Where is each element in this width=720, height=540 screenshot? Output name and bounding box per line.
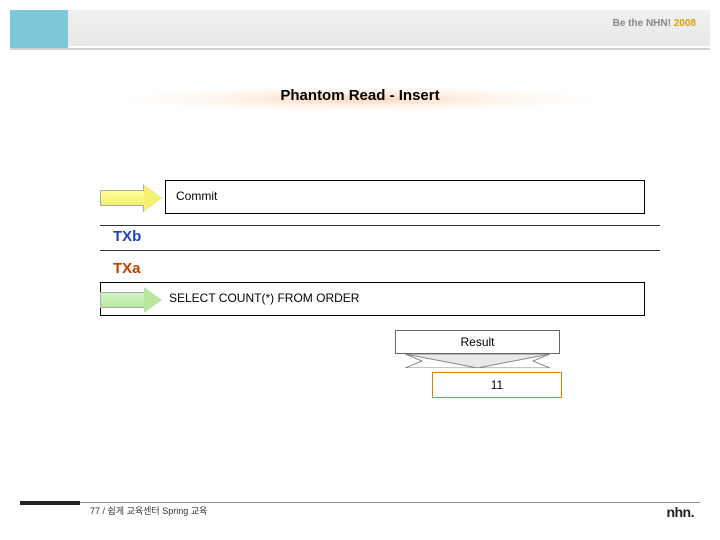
commit-label: Commit bbox=[176, 189, 217, 203]
result-label: Result bbox=[460, 335, 494, 349]
header-accent-block bbox=[10, 10, 68, 48]
tagline-year: 2008 bbox=[674, 18, 696, 29]
slide-title-band: Phantom Read - Insert bbox=[120, 86, 600, 112]
result-value-box: 11 bbox=[432, 372, 562, 398]
select-statement-box: SELECT COUNT(*) FROM ORDER bbox=[100, 282, 645, 316]
header-bar bbox=[10, 10, 710, 48]
txb-label: TXb bbox=[113, 228, 141, 245]
result-label-box: Result bbox=[395, 330, 560, 354]
arrow-green-icon bbox=[100, 287, 162, 313]
select-statement-text: SELECT COUNT(*) FROM ORDER bbox=[169, 291, 359, 305]
footer-page-text: 77 / 쉽게 교육센터 Spring 교육 bbox=[90, 504, 207, 517]
txa-label: TXa bbox=[113, 260, 141, 277]
result-value: 11 bbox=[491, 378, 503, 392]
nhn-logo: nhn. bbox=[666, 504, 694, 520]
chevron-down-icon bbox=[405, 354, 550, 368]
commit-statement-box: Commit bbox=[165, 180, 645, 214]
slide-title: Phantom Read - Insert bbox=[280, 86, 439, 106]
footer-accent-block bbox=[20, 501, 80, 505]
header-tagline: Be the NHN! 2008 bbox=[613, 18, 696, 29]
divider-line-1 bbox=[100, 225, 660, 226]
tagline-text: Be the NHN! bbox=[613, 18, 674, 29]
logo-text: nhn. bbox=[666, 504, 694, 520]
arrow-yellow-icon bbox=[100, 185, 162, 211]
footer-bar: 77 / 쉽게 교육센터 Spring 교육 bbox=[20, 502, 700, 518]
divider-line-2 bbox=[100, 250, 660, 251]
